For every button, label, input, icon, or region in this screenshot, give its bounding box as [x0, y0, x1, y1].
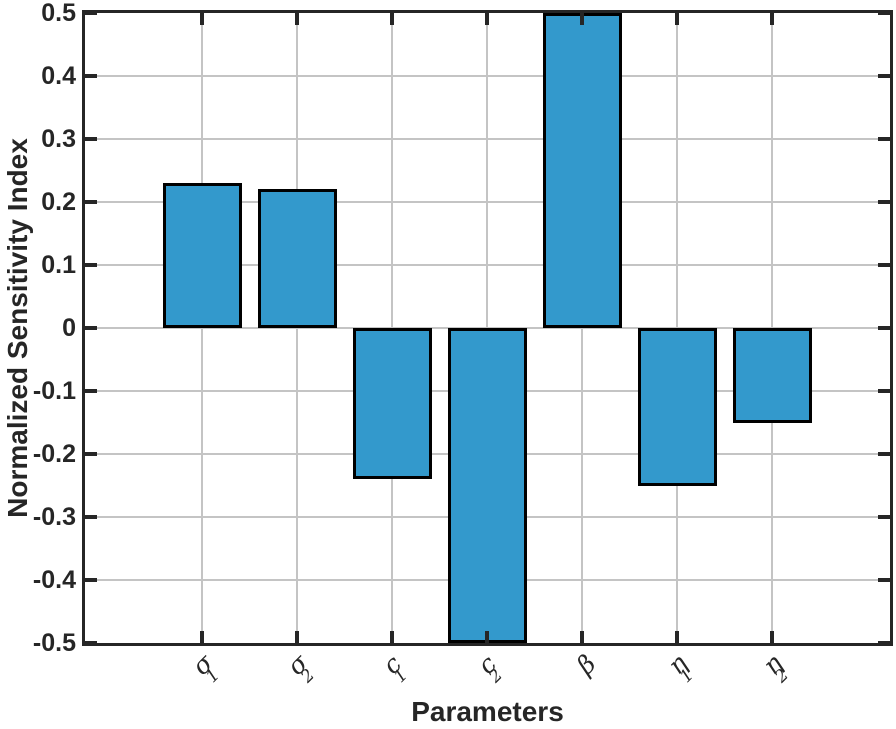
y-tick-right	[878, 515, 890, 519]
y-tick-right	[878, 326, 890, 330]
bar-eta2	[733, 328, 812, 423]
y-tick-label: 0.1	[41, 251, 76, 279]
x-tick-top	[770, 13, 774, 25]
x-tick-subscript: 1	[390, 665, 413, 688]
x-tick-subscript: 2	[770, 665, 793, 688]
y-tick-left	[85, 452, 97, 456]
grid-line-vertical	[581, 13, 583, 643]
x-tick-subscript: 1	[675, 665, 698, 688]
y-tick-right	[878, 11, 890, 15]
y-axis-title: Normalized Sensitivity Index	[2, 138, 33, 518]
y-tick-right	[878, 389, 890, 393]
y-tick-left	[85, 515, 97, 519]
x-tick-top	[485, 13, 489, 25]
y-tick-label: -0.4	[32, 566, 76, 594]
y-tick-label: 0.2	[41, 188, 76, 216]
y-tick-right	[878, 263, 890, 267]
y-tick-label: -0.3	[32, 503, 76, 531]
y-tick-left	[85, 326, 97, 330]
y-tick-left	[85, 263, 97, 267]
y-tick-left	[85, 200, 97, 204]
y-tick-right	[878, 452, 890, 456]
x-tick-bottom	[200, 631, 204, 643]
y-tick-left	[85, 641, 97, 645]
bar-eta1	[638, 328, 717, 486]
y-tick-label: 0	[62, 314, 76, 342]
bar-c1	[353, 328, 432, 479]
x-tick-subscript: 1	[201, 665, 224, 688]
x-axis-title: Parameters	[411, 696, 564, 727]
y-tick-label: 0.3	[41, 125, 76, 153]
y-tick-right	[878, 578, 890, 582]
x-tick-bottom	[485, 631, 489, 643]
x-tick-bottom	[580, 631, 584, 643]
x-tick-bottom	[390, 631, 394, 643]
y-tick-left	[85, 11, 97, 15]
y-tick-left	[85, 389, 97, 393]
x-tick-bottom	[295, 631, 299, 643]
y-tick-label: -0.5	[32, 629, 76, 657]
y-tick-label: 0.5	[41, 0, 76, 27]
y-tick-left	[85, 578, 97, 582]
x-tick-top	[675, 13, 679, 25]
x-tick-subscript: 2	[296, 665, 319, 688]
x-tick-top	[295, 13, 299, 25]
x-tick-symbol: β	[570, 649, 602, 680]
bar-sigma2	[258, 189, 337, 328]
y-tick-label: -0.1	[32, 377, 76, 405]
x-tick-top	[200, 13, 204, 25]
plot-area	[82, 10, 893, 646]
y-tick-right	[878, 641, 890, 645]
x-tick-subscript: 2	[485, 665, 508, 688]
x-tick-top	[580, 13, 584, 25]
x-tick-label-beta: β	[551, 649, 621, 680]
y-tick-left	[85, 74, 97, 78]
y-tick-label: 0.4	[41, 62, 76, 90]
y-tick-label: -0.2	[32, 440, 76, 468]
x-tick-top	[390, 13, 394, 25]
y-tick-right	[878, 200, 890, 204]
y-tick-left	[85, 137, 97, 141]
x-tick-bottom	[770, 631, 774, 643]
bar-beta	[543, 13, 622, 328]
y-tick-right	[878, 74, 890, 78]
y-tick-right	[878, 137, 890, 141]
grid-line-vertical	[201, 13, 203, 643]
bar-sigma1	[163, 183, 242, 328]
x-tick-bottom	[675, 631, 679, 643]
bar-c2	[448, 328, 527, 643]
grid-line-vertical	[296, 13, 298, 643]
